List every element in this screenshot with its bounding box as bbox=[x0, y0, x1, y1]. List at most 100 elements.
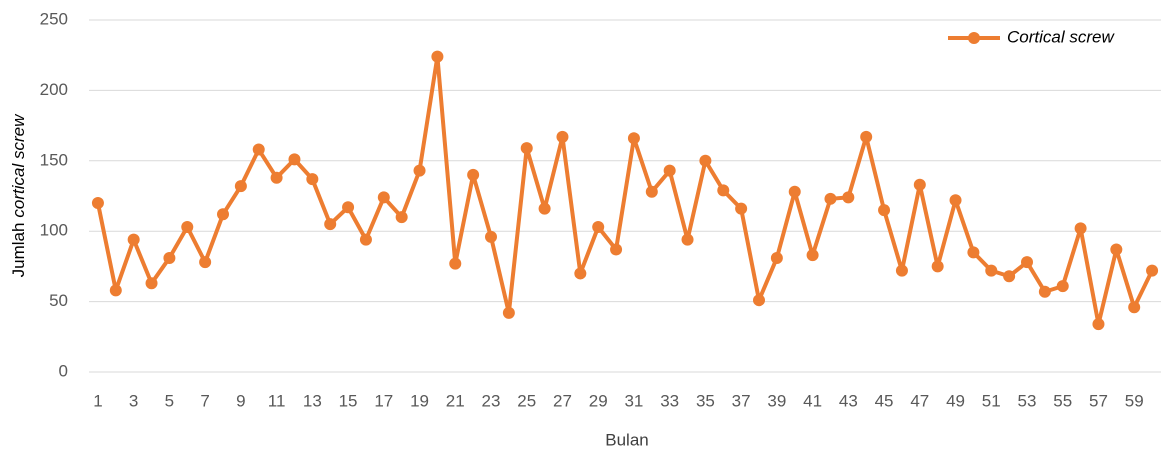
x-tick-label: 49 bbox=[946, 391, 965, 410]
point bbox=[681, 233, 694, 246]
point bbox=[1128, 301, 1141, 314]
point bbox=[592, 220, 605, 233]
x-tick-label: 21 bbox=[446, 391, 465, 410]
point bbox=[1038, 285, 1051, 298]
y-tick-label: 250 bbox=[40, 9, 68, 28]
point bbox=[449, 257, 462, 270]
point bbox=[324, 218, 337, 231]
point bbox=[538, 202, 551, 215]
point bbox=[91, 197, 104, 210]
point bbox=[556, 130, 569, 143]
point bbox=[413, 164, 426, 177]
point bbox=[985, 264, 998, 277]
x-tick-label: 33 bbox=[660, 391, 679, 410]
x-tick-label: 29 bbox=[589, 391, 608, 410]
x-tick-label: 25 bbox=[517, 391, 536, 410]
point bbox=[788, 185, 801, 198]
point bbox=[824, 192, 837, 205]
point bbox=[270, 171, 283, 184]
point bbox=[1110, 243, 1123, 256]
x-tick-label: 3 bbox=[129, 391, 138, 410]
x-tick-label: 45 bbox=[875, 391, 894, 410]
point bbox=[520, 142, 533, 155]
x-tick-label: 57 bbox=[1089, 391, 1108, 410]
point bbox=[502, 306, 515, 319]
point bbox=[431, 50, 444, 63]
x-tick-label: 13 bbox=[303, 391, 322, 410]
point bbox=[288, 153, 301, 166]
y-tick-label: 150 bbox=[40, 150, 68, 169]
legend-label: Cortical screw bbox=[1007, 27, 1115, 46]
point bbox=[1146, 264, 1159, 277]
x-tick-label: 23 bbox=[482, 391, 501, 410]
line bbox=[95, 54, 1154, 327]
x-tick-label: 37 bbox=[732, 391, 751, 410]
x-tick-label: 27 bbox=[553, 391, 572, 410]
y-axis-label-italic: cortical screw bbox=[9, 113, 28, 218]
point bbox=[913, 178, 926, 191]
x-tick-label: 47 bbox=[910, 391, 929, 410]
x-tick-label: 51 bbox=[982, 391, 1001, 410]
x-tick-label: 43 bbox=[839, 391, 858, 410]
point bbox=[895, 264, 908, 277]
point bbox=[109, 284, 122, 297]
point bbox=[878, 204, 891, 217]
point bbox=[485, 230, 497, 243]
point bbox=[359, 233, 372, 246]
point bbox=[610, 243, 623, 256]
x-tick-label: 55 bbox=[1053, 391, 1072, 410]
x-tick-label: 15 bbox=[339, 391, 358, 410]
point bbox=[949, 194, 962, 207]
point bbox=[252, 143, 265, 156]
point bbox=[1092, 318, 1105, 331]
point bbox=[806, 249, 819, 262]
x-tick-label: 31 bbox=[624, 391, 643, 410]
point bbox=[181, 220, 194, 233]
x-tick-label: 1 bbox=[93, 391, 102, 410]
x-tick-label: 39 bbox=[767, 391, 786, 410]
point bbox=[306, 173, 319, 186]
point bbox=[163, 251, 176, 264]
point bbox=[217, 208, 229, 221]
point bbox=[145, 277, 158, 290]
point bbox=[395, 211, 408, 224]
point bbox=[342, 201, 355, 214]
point bbox=[1003, 270, 1016, 283]
point bbox=[842, 191, 855, 204]
x-tick-label: 11 bbox=[268, 391, 286, 410]
point bbox=[467, 168, 480, 181]
x-tick-label: 7 bbox=[200, 391, 209, 410]
point bbox=[199, 256, 212, 269]
y-axis-label: Jumlah cortical screw bbox=[9, 113, 28, 277]
x-axis-label: Bulan bbox=[605, 430, 648, 449]
y-tick-label: 100 bbox=[40, 221, 68, 240]
point bbox=[234, 180, 247, 193]
x-tick-label: 53 bbox=[1018, 391, 1037, 410]
legend-marker bbox=[968, 32, 980, 44]
point bbox=[1074, 222, 1087, 235]
x-tick-label: 17 bbox=[374, 391, 393, 410]
point bbox=[627, 132, 640, 145]
point bbox=[1021, 256, 1033, 269]
point bbox=[860, 130, 873, 143]
point bbox=[127, 233, 140, 246]
point bbox=[735, 202, 748, 215]
point bbox=[574, 267, 587, 280]
point bbox=[699, 154, 712, 167]
x-tick-label: 5 bbox=[165, 391, 174, 410]
x-tick-label: 19 bbox=[410, 391, 429, 410]
x-tick-label: 9 bbox=[236, 391, 245, 410]
point bbox=[645, 185, 658, 198]
x-tick-label: 35 bbox=[696, 391, 715, 410]
point bbox=[931, 260, 944, 273]
y-tick-label: 0 bbox=[59, 361, 68, 380]
point bbox=[377, 191, 390, 204]
point bbox=[770, 251, 783, 264]
point bbox=[753, 294, 765, 307]
y-tick-label: 50 bbox=[49, 291, 68, 310]
point bbox=[717, 184, 730, 197]
point bbox=[663, 164, 676, 177]
y-tick-label: 200 bbox=[40, 80, 68, 99]
point bbox=[967, 246, 980, 259]
